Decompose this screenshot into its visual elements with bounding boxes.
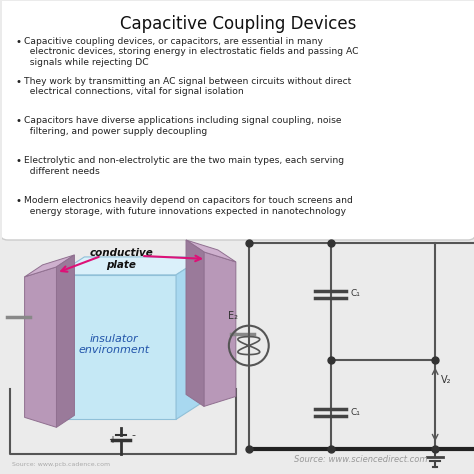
Text: Electrolytic and non-electrolytic are the two main types, each serving
  differe: Electrolytic and non-electrolytic are th…: [24, 156, 344, 176]
FancyBboxPatch shape: [0, 0, 474, 240]
Text: Capacitors have diverse applications including signal coupling, noise
  filterin: Capacitors have diverse applications inc…: [24, 117, 341, 136]
Text: insulator
environment: insulator environment: [79, 334, 150, 356]
Polygon shape: [56, 255, 74, 428]
Text: Source: www.sciencedirect.com: Source: www.sciencedirect.com: [294, 455, 427, 464]
Text: They work by transmitting an AC signal between circuits without direct
  electri: They work by transmitting an AC signal b…: [24, 77, 351, 96]
Text: V₂: V₂: [441, 374, 452, 384]
Text: •: •: [16, 36, 22, 47]
Text: E₂: E₂: [228, 310, 238, 321]
Text: Source: www.pcb.cadence.com: Source: www.pcb.cadence.com: [12, 462, 110, 467]
Text: C₁: C₁: [350, 408, 360, 417]
Polygon shape: [204, 252, 236, 406]
Text: C₁: C₁: [350, 289, 360, 298]
Text: •: •: [16, 117, 22, 127]
Polygon shape: [176, 257, 204, 419]
Polygon shape: [186, 240, 236, 262]
Text: Capacitive Coupling Devices: Capacitive Coupling Devices: [119, 15, 356, 33]
Text: Capacitive coupling devices, or capacitors, are essential in many
  electronic d: Capacitive coupling devices, or capacito…: [24, 36, 358, 66]
Polygon shape: [56, 275, 176, 419]
Text: conductive
plate: conductive plate: [90, 248, 153, 270]
Text: •: •: [16, 77, 22, 87]
Polygon shape: [25, 255, 74, 277]
Text: •: •: [16, 196, 22, 206]
Text: +: +: [108, 435, 116, 445]
Text: •: •: [16, 156, 22, 166]
Text: Modern electronics heavily depend on capacitors for touch screens and
  energy s: Modern electronics heavily depend on cap…: [24, 196, 353, 216]
Text: -: -: [131, 430, 135, 440]
Polygon shape: [186, 240, 204, 406]
Polygon shape: [56, 257, 204, 275]
Polygon shape: [25, 267, 56, 428]
